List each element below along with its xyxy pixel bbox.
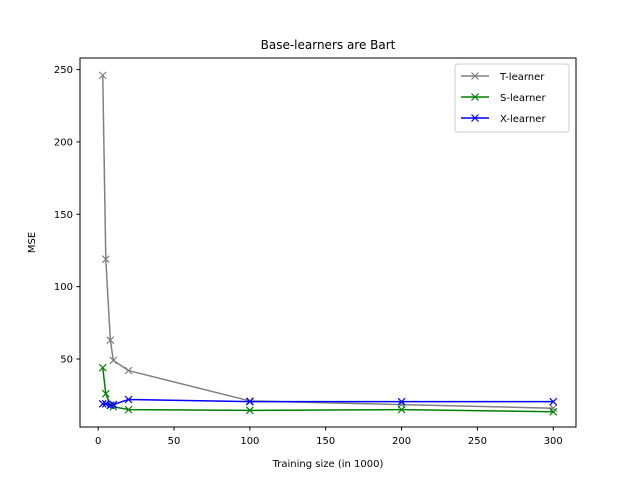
y-tick-label: 200 <box>54 137 73 148</box>
x-tick-label: 0 <box>95 436 101 447</box>
legend-label: X-learner <box>500 114 546 125</box>
x-tick-label: 100 <box>240 436 259 447</box>
data-point <box>98 363 107 372</box>
data-point <box>124 405 133 414</box>
axes-frame <box>79 57 577 428</box>
plot-area <box>98 71 558 416</box>
legend: T-learner S-learner X-learner <box>454 63 570 133</box>
data-point <box>101 389 110 398</box>
y-tick-label: 50 <box>60 354 73 365</box>
data-point <box>549 397 558 406</box>
data-point <box>101 399 110 408</box>
legend-label: T-learner <box>499 72 545 83</box>
data-point <box>397 405 406 414</box>
legend-marker <box>471 93 479 101</box>
data-point <box>109 400 118 409</box>
x-tick-label: 150 <box>316 436 335 447</box>
x-tick-label: 200 <box>392 436 411 447</box>
series-line <box>102 75 554 409</box>
series-line <box>102 367 554 413</box>
legend-marker <box>471 114 479 122</box>
data-point <box>98 399 107 408</box>
data-point <box>106 336 115 345</box>
data-point <box>101 255 110 264</box>
chart-title: Base-learners are Bart <box>261 38 396 52</box>
x-tick-label: 300 <box>544 436 563 447</box>
legend-label: S-learner <box>500 93 546 104</box>
data-point <box>245 406 254 415</box>
data-point <box>124 395 133 404</box>
legend-item: S-learner <box>461 93 546 104</box>
data-point <box>98 71 107 80</box>
data-point <box>397 397 406 406</box>
data-point <box>245 397 254 406</box>
x-tick-label: 50 <box>168 436 181 447</box>
series-t-learner <box>98 71 558 413</box>
y-tick-label: 100 <box>54 282 73 293</box>
data-point <box>109 356 118 365</box>
data-point <box>549 407 558 416</box>
data-point <box>106 401 115 410</box>
y-tick-label: 250 <box>54 65 73 76</box>
data-point <box>549 404 558 413</box>
data-point <box>124 366 133 375</box>
legend-item: T-learner <box>461 72 545 83</box>
legend-box <box>454 63 570 133</box>
x-tick-label: 250 <box>468 436 487 447</box>
axis-ticks: 0 50 100 150 200 250 300 50 100 150 200 250 <box>54 65 563 447</box>
y-tick-label: 150 <box>54 210 73 221</box>
y-axis-label: MSE <box>27 232 38 253</box>
series-x-learner <box>98 395 558 410</box>
legend-item: X-learner <box>461 114 546 125</box>
x-axis-label: Training size (in 1000) <box>272 459 384 470</box>
legend-marker <box>471 72 479 80</box>
